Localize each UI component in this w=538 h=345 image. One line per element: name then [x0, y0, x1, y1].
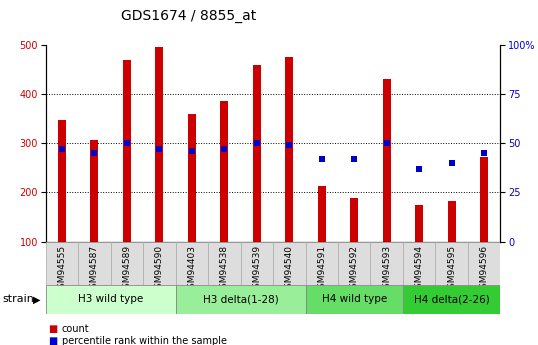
- Bar: [123, 60, 131, 241]
- Point: [447, 160, 456, 166]
- Bar: [480, 157, 488, 241]
- Point: [285, 142, 294, 148]
- Point: [415, 166, 423, 171]
- Text: GSM94403: GSM94403: [187, 245, 196, 294]
- Bar: [383, 79, 391, 242]
- Bar: [253, 65, 261, 241]
- Bar: [273, 241, 306, 285]
- Text: ▶: ▶: [33, 295, 41, 304]
- Point: [480, 150, 489, 156]
- Text: GSM94555: GSM94555: [58, 245, 67, 294]
- Text: GSM94539: GSM94539: [252, 245, 261, 294]
- Bar: [403, 241, 435, 285]
- Bar: [468, 241, 500, 285]
- Bar: [435, 241, 468, 285]
- Text: GSM94587: GSM94587: [90, 245, 99, 294]
- Text: GSM94592: GSM94592: [350, 245, 359, 294]
- Bar: [58, 120, 66, 242]
- Text: H3 wild type: H3 wild type: [78, 294, 143, 304]
- Bar: [350, 198, 358, 241]
- Bar: [175, 285, 306, 314]
- Bar: [240, 241, 273, 285]
- Bar: [46, 285, 175, 314]
- Bar: [78, 241, 111, 285]
- Text: count: count: [62, 325, 89, 334]
- Bar: [46, 241, 78, 285]
- Bar: [285, 57, 293, 241]
- Bar: [306, 241, 338, 285]
- Text: H3 delta(1-28): H3 delta(1-28): [203, 294, 279, 304]
- Point: [58, 146, 66, 152]
- Text: strain: strain: [3, 295, 34, 304]
- Bar: [188, 114, 196, 242]
- Bar: [208, 241, 240, 285]
- Bar: [90, 140, 98, 242]
- Text: GSM94538: GSM94538: [220, 245, 229, 294]
- Point: [317, 156, 326, 162]
- Text: ■: ■: [48, 336, 58, 345]
- Point: [90, 150, 99, 156]
- Bar: [155, 47, 164, 242]
- Text: GSM94590: GSM94590: [155, 245, 164, 294]
- Text: H4 wild type: H4 wild type: [322, 294, 387, 304]
- Text: GDS1674 / 8855_at: GDS1674 / 8855_at: [121, 9, 256, 23]
- Bar: [317, 186, 326, 242]
- Point: [220, 146, 229, 152]
- Bar: [371, 241, 403, 285]
- Text: GSM94591: GSM94591: [317, 245, 326, 294]
- Bar: [220, 101, 229, 242]
- Bar: [448, 201, 456, 242]
- Bar: [175, 241, 208, 285]
- Bar: [338, 241, 371, 285]
- Text: GSM94593: GSM94593: [382, 245, 391, 294]
- Point: [383, 140, 391, 146]
- Point: [155, 146, 164, 152]
- Bar: [143, 241, 175, 285]
- Text: percentile rank within the sample: percentile rank within the sample: [62, 336, 227, 345]
- Text: GSM94596: GSM94596: [479, 245, 489, 294]
- Point: [350, 156, 358, 162]
- Text: GSM94589: GSM94589: [123, 245, 131, 294]
- Bar: [111, 241, 143, 285]
- Point: [123, 140, 131, 146]
- Text: H4 delta(2-26): H4 delta(2-26): [414, 294, 490, 304]
- Point: [188, 148, 196, 154]
- Bar: [306, 285, 403, 314]
- Text: ■: ■: [48, 325, 58, 334]
- Bar: [403, 285, 500, 314]
- Text: GSM94594: GSM94594: [415, 245, 423, 294]
- Text: GSM94540: GSM94540: [285, 245, 294, 294]
- Point: [252, 140, 261, 146]
- Bar: [415, 205, 423, 241]
- Text: GSM94595: GSM94595: [447, 245, 456, 294]
